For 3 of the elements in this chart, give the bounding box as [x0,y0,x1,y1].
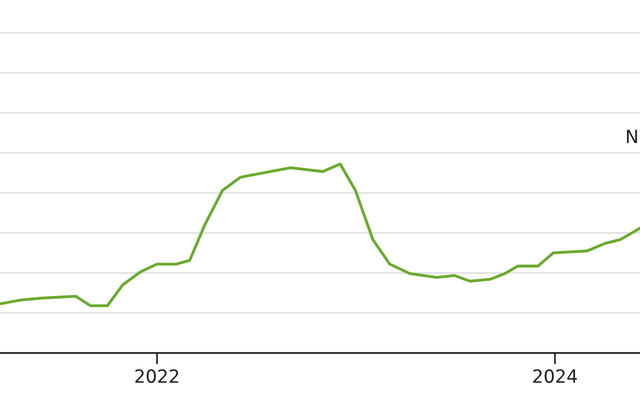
x-tick-label: 2024 [533,369,577,383]
x-tick-label: 2022 [135,369,178,383]
text: N [626,130,637,143]
